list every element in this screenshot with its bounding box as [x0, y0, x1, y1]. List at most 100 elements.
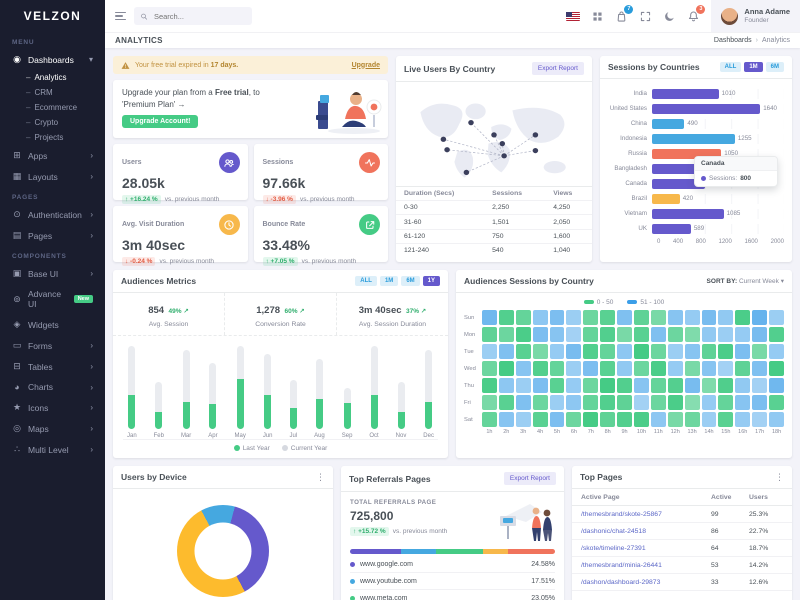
referral-site[interactable]: www.meta.com	[360, 594, 408, 600]
export-report-button[interactable]: Export Report	[531, 62, 584, 75]
search-box[interactable]	[134, 7, 252, 25]
user-role: Founder	[744, 16, 769, 24]
sidebar-subitem-projects[interactable]: – Projects	[26, 133, 64, 142]
month-bar-apr: Apr	[208, 346, 218, 439]
sidebar-item-pages[interactable]: ▤ Pages ›	[0, 225, 105, 246]
hamburger-menu-icon[interactable]	[115, 11, 126, 21]
sidebar-item-maps[interactable]: ◎ Maps ›	[0, 418, 105, 439]
sidebar-subitem-analytics[interactable]: – Analytics	[26, 73, 67, 82]
apps-grid-button[interactable]	[591, 10, 604, 23]
sidebar-item-layouts[interactable]: ▦ Layouts ›	[0, 166, 105, 187]
heatmap-cell	[684, 412, 700, 427]
table-header: Duration (Secs)	[396, 186, 485, 201]
sidebar-item-icons[interactable]: ★ Icons ›	[0, 397, 105, 418]
filter-1m[interactable]: 1M	[379, 276, 399, 286]
page-link[interactable]: /themesbrand/skote-25867	[581, 510, 662, 518]
heatmap-cell	[684, 310, 700, 325]
heatmap-cell	[617, 310, 632, 325]
tooltip-title: Canada	[695, 157, 777, 171]
export-report-button[interactable]: Export Report	[503, 472, 556, 485]
language-flag-button[interactable]	[566, 11, 581, 21]
heatmap-cell	[650, 344, 666, 359]
filter-all[interactable]: ALL	[355, 276, 377, 286]
page-link[interactable]: /skote/timeline-27391	[581, 544, 646, 552]
sidebar-item-apps[interactable]: ⊞ Apps ›	[0, 145, 105, 166]
sidebar-subitem-crm[interactable]: – CRM	[26, 88, 53, 97]
stat-delta-badge: ↓ -0.24 %	[122, 257, 156, 266]
heatmap-cell	[634, 327, 649, 342]
fullscreen-button[interactable]	[639, 10, 652, 23]
heatmap-cell	[752, 412, 768, 427]
sidebar-item-tables[interactable]: ⊟ Tables ›	[0, 356, 105, 377]
user-menu[interactable]: Anna Adame Founder	[711, 0, 800, 32]
referral-site[interactable]: www.google.com	[360, 560, 413, 568]
sidebar-item-multi-level[interactable]: ∴ Multi Level ›	[0, 439, 105, 460]
grid-icon	[593, 11, 602, 21]
heatmap-cell	[566, 327, 582, 342]
chart-legend: Last Year Current Year	[113, 440, 448, 458]
card-menu-button[interactable]: ⋮	[316, 471, 325, 482]
cart-button[interactable]: 7	[615, 4, 634, 23]
sidebar-item-label: Forms	[28, 340, 53, 351]
month-bar-nov: Nov	[396, 346, 406, 439]
sidebar-item-dashboards[interactable]: ◉ Dashboards ▾	[0, 49, 105, 70]
external-icon	[359, 214, 380, 235]
referral-item-www-youtube-com: www.youtube.com 17.51%	[350, 572, 555, 589]
breadcrumb-dashboards[interactable]: Dashboards	[713, 37, 752, 44]
chevron-right-icon: ›	[90, 151, 93, 160]
pages-icon: ▤	[12, 230, 22, 240]
heatmap-cell	[769, 310, 784, 325]
filter-all[interactable]: ALL	[719, 62, 742, 72]
heatmap-cell	[482, 344, 497, 359]
upgrade-account-button[interactable]: Upgrade Account!	[122, 115, 199, 129]
stat-delta-badge: ↑ +7.05 %	[262, 257, 298, 266]
sidebar-subitem-crypto[interactable]: – Crypto	[26, 118, 59, 127]
filter-1m[interactable]: 1M	[744, 62, 763, 72]
bell-icon	[689, 11, 699, 21]
heatmap-cell	[718, 344, 734, 359]
notifications-button[interactable]: 3	[687, 4, 706, 23]
heatmap-cell	[634, 412, 649, 427]
heatmap-cell	[634, 361, 649, 376]
heatmap-cell	[650, 378, 666, 393]
heatmap-row-thu: Thu	[464, 378, 784, 393]
heatmap-cell	[583, 327, 599, 342]
filter-1y[interactable]: 1Y	[422, 276, 440, 286]
page-link[interactable]: /dashonic/chat-24518	[581, 527, 646, 535]
filter-6m[interactable]: 6M	[401, 276, 420, 286]
sidebar-item-label: Authentication	[28, 209, 82, 220]
filter-6m[interactable]: 6M	[765, 62, 784, 72]
heatmap-cell	[701, 327, 717, 342]
upgrade-card: Upgrade your plan from a Free trial, to …	[113, 80, 388, 138]
heatmap-cell	[769, 412, 784, 427]
month-bar-jul: Jul	[289, 346, 297, 439]
table-row: 0-30 2,250 4,250	[396, 199, 592, 215]
heatmap-cell	[634, 344, 649, 359]
heatmap-cell	[566, 344, 582, 359]
stat-delta-suffix: vs. previous month	[301, 258, 357, 265]
page-link[interactable]: /dashon/dashboard-29873	[581, 578, 661, 586]
search-input[interactable]	[151, 10, 246, 22]
dark-mode-button[interactable]	[663, 10, 676, 23]
upgrade-link[interactable]: Upgrade	[351, 61, 380, 69]
sidebar-item-advance-ui[interactable]: ⊚ Advance UI New	[0, 284, 105, 314]
heatmap-title: Audiences Sessions by Country	[464, 276, 594, 286]
sidebar-item-charts[interactable]: ◕ Charts ›	[0, 377, 105, 397]
sidebar-item-widgets[interactable]: ◈ Widgets	[0, 314, 105, 335]
referral-site[interactable]: www.youtube.com	[360, 577, 417, 585]
sidebar-item-authentication[interactable]: ⊙ Authentication ›	[0, 204, 105, 225]
sort-by-dropdown[interactable]: SORT BY: Current Week ▾	[706, 278, 784, 285]
legend-0-50: 0 - 50	[583, 299, 613, 306]
app-logo[interactable]: VELZON	[23, 9, 82, 23]
sidebar-subitem-ecommerce[interactable]: – Ecommerce	[26, 103, 78, 112]
card-menu-button[interactable]: ⋮	[775, 471, 784, 482]
heatmap-cell	[667, 412, 683, 427]
chevron-right-icon: ›	[90, 269, 93, 278]
shopping-bag-icon	[618, 11, 626, 22]
tooltip-series-dot	[701, 176, 706, 181]
cart-badge: 7	[624, 4, 634, 14]
heatmap-cell	[667, 361, 683, 376]
sidebar-item-forms[interactable]: ▭ Forms ›	[0, 335, 105, 356]
sidebar-item-base-ui[interactable]: ▣ Base UI ›	[0, 263, 105, 284]
page-link[interactable]: /themesbrand/minia-26441	[581, 561, 662, 569]
